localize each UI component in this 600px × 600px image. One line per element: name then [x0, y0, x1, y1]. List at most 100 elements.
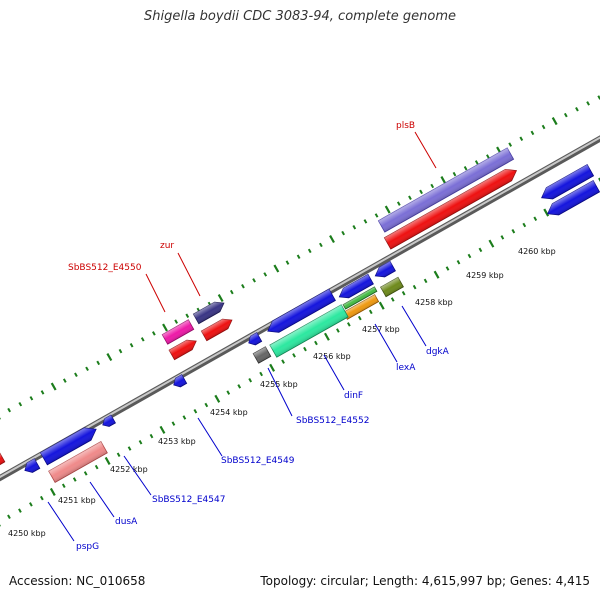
tick-dot — [127, 446, 132, 451]
gene-label: dusA — [115, 517, 138, 527]
feature-SbBS512_E4549 — [173, 374, 188, 388]
tick-dot — [273, 264, 280, 273]
tick-dot — [162, 323, 168, 332]
ruler-label: 4251 kbp — [58, 496, 96, 505]
gene-label: SbBS512_E4549 — [221, 456, 295, 466]
feature-zur-shade — [201, 319, 232, 341]
tick-dot — [307, 248, 312, 254]
feature-right-1 — [541, 164, 595, 200]
tick-dot — [412, 284, 417, 290]
tick-dot — [40, 390, 45, 395]
tick-dot — [285, 260, 290, 265]
tick-dot — [390, 297, 395, 302]
feature-top-small-shade — [375, 261, 396, 277]
tick-dot — [40, 495, 44, 501]
ruler-label: 4259 kbp — [466, 271, 504, 280]
gene-label: zur — [160, 241, 174, 251]
gene-label: SbBS512_E4550 — [68, 263, 142, 273]
tick-dot — [519, 136, 524, 141]
feature-blue-mid-shade — [267, 289, 336, 333]
ruler-label: 4252 kbp — [110, 465, 148, 474]
tick-dot — [292, 353, 296, 358]
feature-SbBS512_E4550 — [161, 319, 195, 345]
tick-dot — [500, 235, 505, 240]
tick-dot — [486, 154, 490, 159]
tick-dot — [456, 260, 461, 265]
feature-lexA-shade — [343, 294, 379, 320]
tick-dot — [217, 294, 224, 303]
genome-summary-text: Topology: circular; Length: 4,615,997 bp… — [260, 574, 590, 588]
ruler-label: 4255 kbp — [260, 380, 298, 389]
tick-dot — [396, 201, 401, 206]
tick-dot — [463, 166, 468, 171]
tick-dot — [430, 183, 435, 189]
tick-dot — [61, 483, 66, 488]
tick-dot — [237, 384, 242, 389]
tick-dot — [74, 372, 78, 377]
leader-line — [177, 252, 201, 297]
ruler-label: 4258 kbp — [415, 298, 453, 307]
figure-title: Shigella boydii CDC 3083-94, complete ge… — [143, 9, 457, 24]
leader-line — [145, 273, 166, 313]
tick-dot — [259, 371, 263, 377]
feature-dgkA-shade — [380, 277, 404, 297]
tick-dot — [530, 130, 535, 136]
tick-dot — [248, 377, 253, 383]
tick-dot — [226, 390, 231, 395]
tick-dot — [49, 487, 56, 496]
leader-line — [374, 323, 398, 363]
feature-zur-top — [192, 301, 225, 325]
feature-SbBS512_E4550-b — [168, 339, 197, 361]
tick-dot — [263, 272, 268, 277]
tick-dot — [329, 235, 335, 244]
feature-green-small-shade — [343, 286, 377, 310]
feature-green-small — [342, 286, 378, 310]
tick-dot — [347, 322, 351, 327]
tick-dots-layer — [0, 95, 600, 527]
tick-dot — [104, 456, 111, 465]
tick-dot — [214, 394, 221, 403]
feature-SbBS512_E4547 — [102, 414, 116, 427]
tick-dot — [357, 315, 362, 321]
tick-dot — [533, 216, 538, 222]
feature-blue-left-shade — [40, 427, 97, 465]
gene-label: SbBS512_E4552 — [296, 416, 369, 426]
feature-pspG-shade — [24, 458, 40, 473]
tick-dot — [474, 160, 479, 165]
tick-dot — [193, 409, 198, 414]
tick-dot — [85, 366, 89, 372]
gene-label: plsB — [396, 121, 415, 131]
tick-dot — [296, 254, 301, 259]
tick-dot — [478, 247, 483, 253]
feature-small-blue — [248, 332, 263, 346]
tick-dot — [352, 225, 357, 230]
leader-line — [323, 354, 345, 391]
tick-dot — [96, 360, 101, 366]
feature-small-blue-shade — [248, 332, 262, 345]
feature-pspG — [24, 458, 41, 473]
tick-dot — [281, 359, 285, 364]
tick-dot — [159, 425, 166, 434]
ruler-label: 4250 kbp — [8, 529, 46, 538]
feature-dinF — [269, 304, 349, 358]
tick-dot — [152, 331, 156, 336]
feature-edge-red — [0, 452, 6, 468]
tick-dot — [401, 291, 406, 296]
tick-dot — [138, 440, 143, 445]
feature-dinF-shade — [269, 304, 349, 358]
tick-dot — [543, 208, 550, 217]
tick-dot — [149, 433, 154, 439]
tick-dot — [423, 278, 428, 284]
feature-zur — [200, 318, 233, 342]
tick-dot — [174, 319, 178, 324]
ruler-label: 4254 kbp — [210, 408, 248, 417]
gene-label: pspG — [76, 542, 99, 552]
tick-dot — [575, 107, 579, 112]
ruler-label: 4257 kbp — [362, 325, 400, 334]
tick-dot — [185, 313, 190, 318]
tick-dot — [440, 176, 447, 185]
feature-plsB — [383, 169, 518, 250]
feature-SbBS512_E4547-shade — [102, 415, 116, 427]
feature-SbBS512_E4552-shade — [253, 346, 271, 364]
